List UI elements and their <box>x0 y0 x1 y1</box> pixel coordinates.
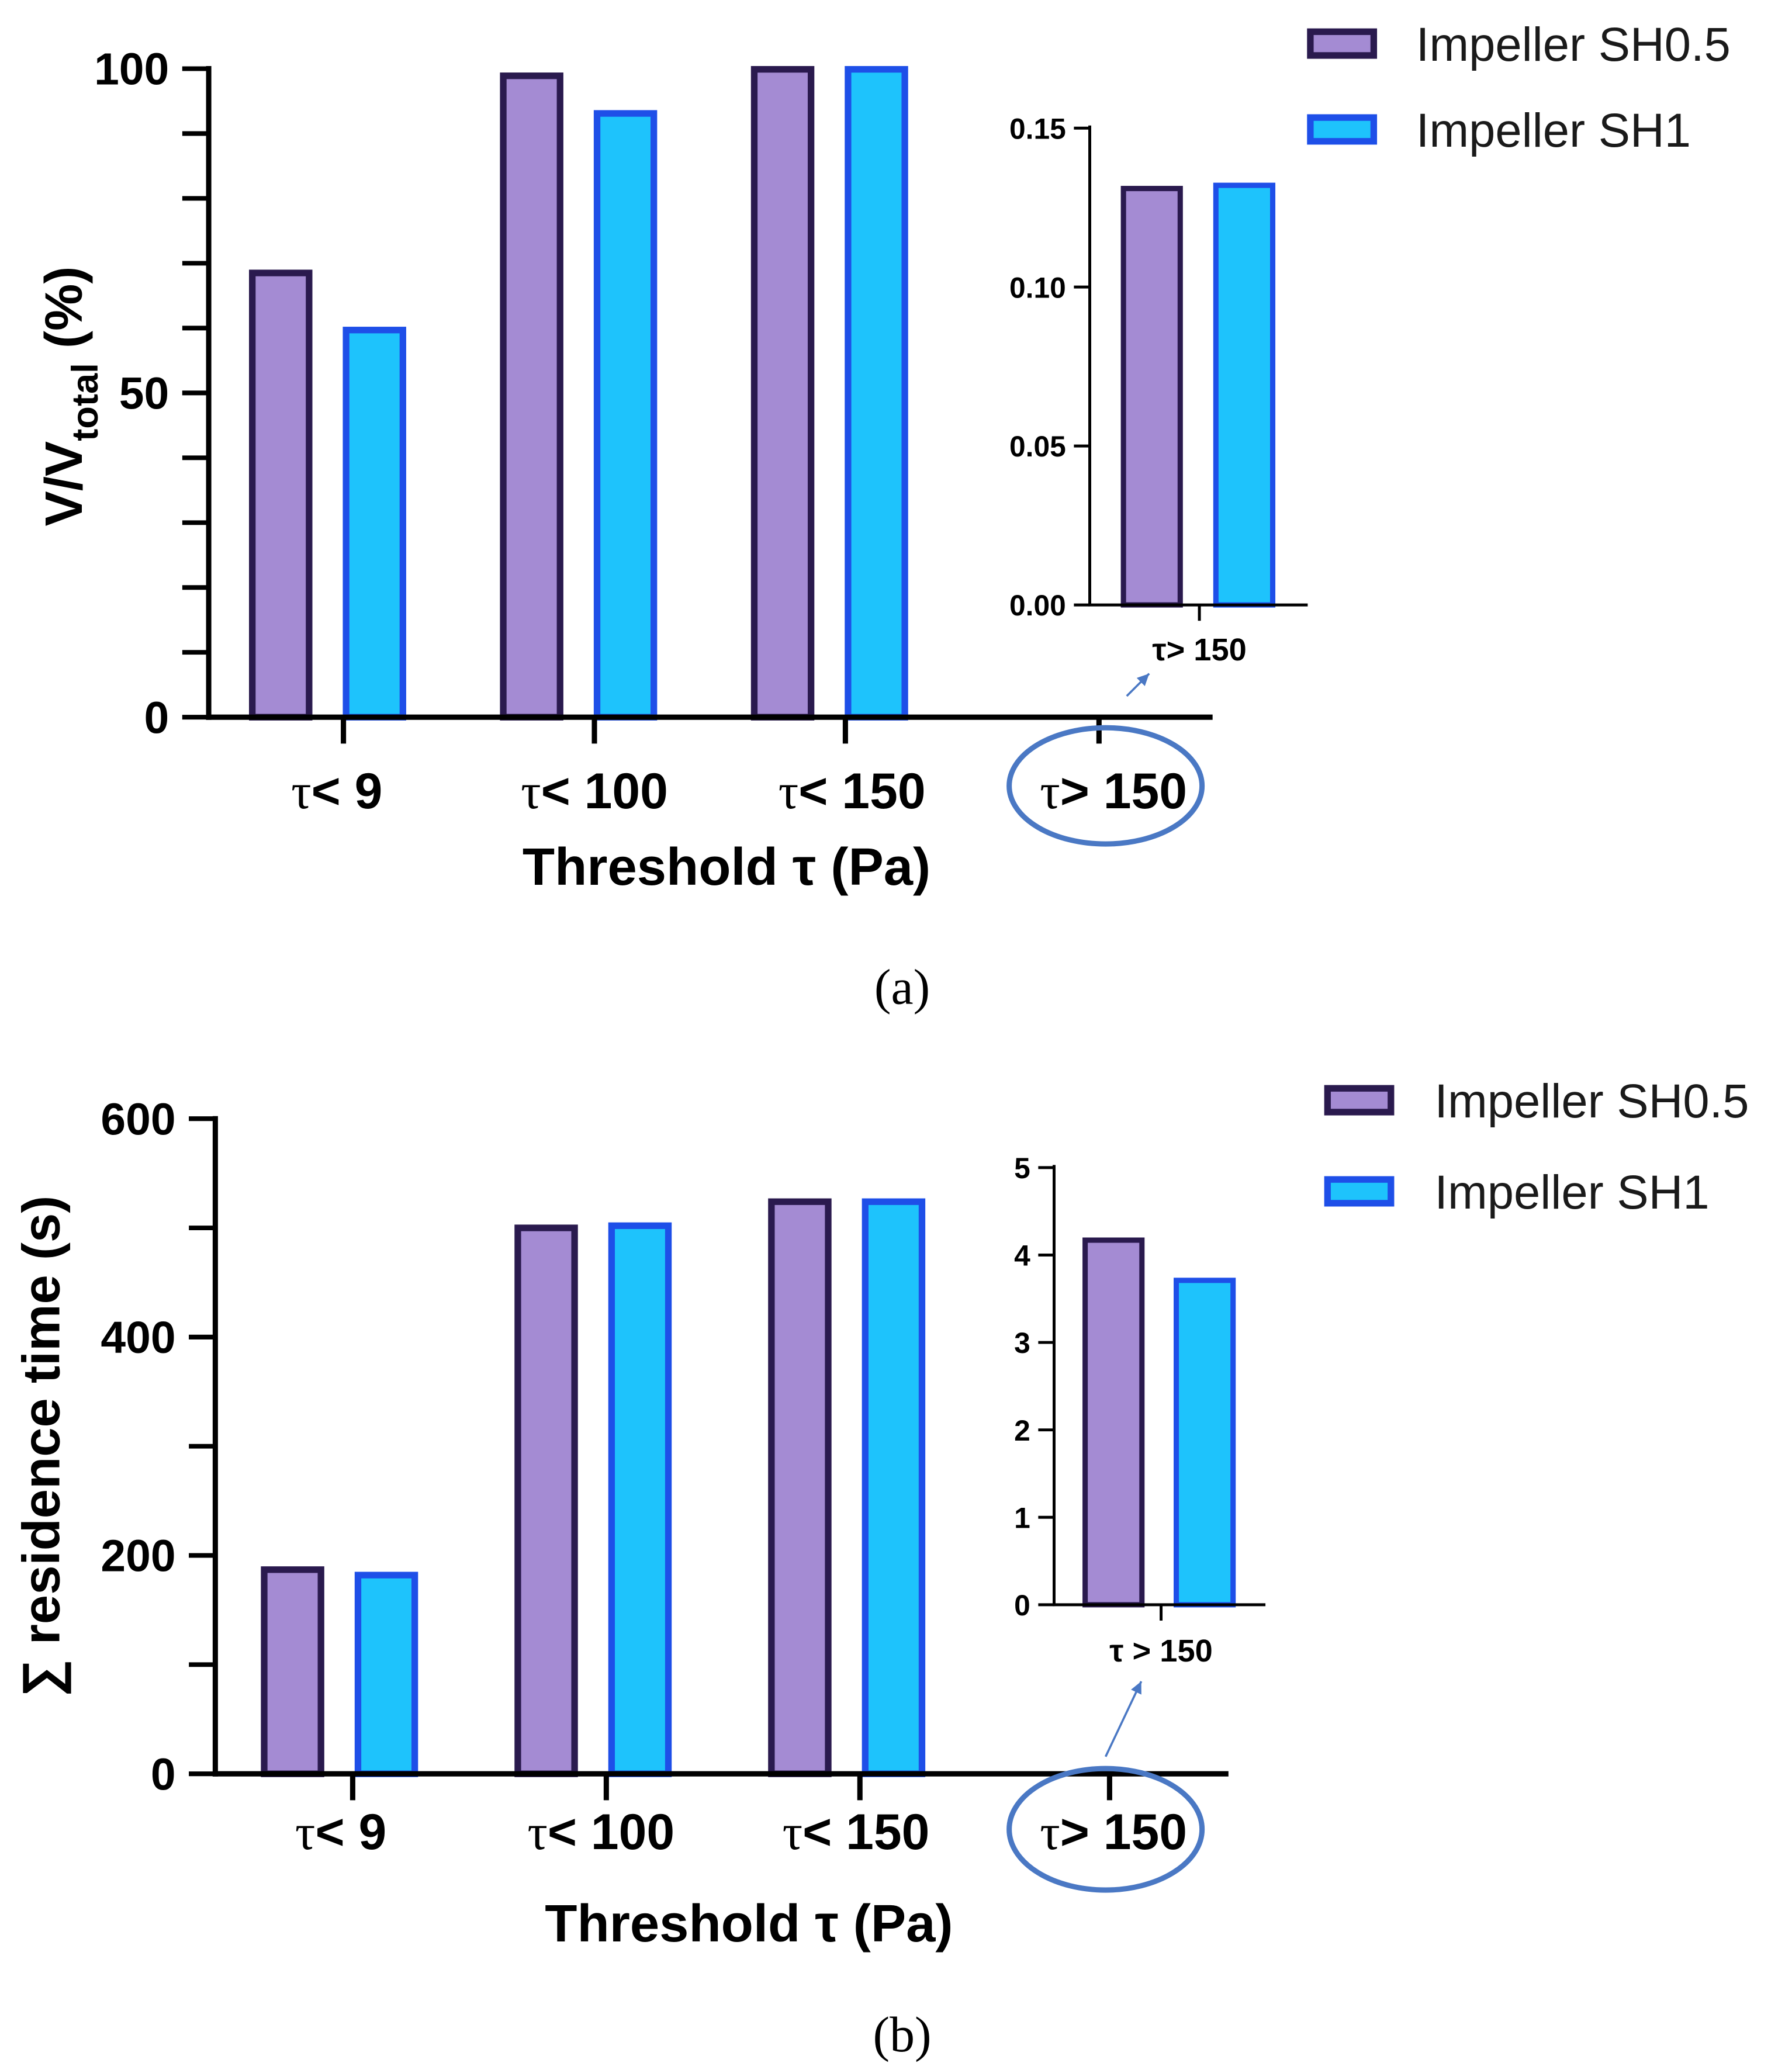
y-tick-label: 400 <box>101 1313 175 1363</box>
inset-chart: 0 1 2 3 4 5 τ > 150 <box>1014 1152 1266 1669</box>
chart-panel-b: 0 200 400 600 τ< 9 τ< 100 τ< 150 τ> 150 Threshol… <box>12 1075 1749 2062</box>
bar-sh1-cat0 <box>343 327 406 721</box>
highlight-arrow <box>1104 1681 1143 1757</box>
legend-swatch-sh05 <box>1307 28 1378 59</box>
y-tick-label: 0 <box>144 693 169 743</box>
y-tick-label: 50 <box>119 368 169 418</box>
y-tick-label: 600 <box>101 1094 175 1144</box>
bar-sh05-cat0 <box>261 1566 324 1777</box>
y-tick-label: 200 <box>101 1531 175 1581</box>
bar-sh1-cat2 <box>862 1198 926 1777</box>
inset-y-tick-label: 3 <box>1014 1327 1030 1359</box>
legend-swatch-sh1 <box>1324 1176 1395 1207</box>
x-tick-label: τ> 150 <box>1040 1804 1187 1860</box>
x-tick-label: τ< 9 <box>291 763 382 819</box>
x-tick-label: τ> 150 <box>1040 763 1187 819</box>
x-tick-label: τ< 150 <box>783 1804 930 1860</box>
bar-sh05-cat0 <box>249 269 313 721</box>
legend-label: Impeller SH1 <box>1434 1166 1709 1219</box>
inset-x-tick-label: τ > 150 <box>1109 1633 1213 1669</box>
inset-y-tick-label: 0.05 <box>1009 430 1066 463</box>
bar-sh05-cat1 <box>514 1224 578 1777</box>
inset-y-tick-label: 0.00 <box>1009 589 1066 622</box>
inset-bar-sh05 <box>1082 1237 1145 1608</box>
bar-sh1-cat0 <box>354 1572 418 1777</box>
bar-sh05-cat2 <box>750 65 815 721</box>
legend-swatch-sh05 <box>1324 1085 1395 1116</box>
x-axis-title: Threshold τ (Pa) <box>523 837 930 896</box>
inset-y-tick-label: 0.15 <box>1009 112 1066 145</box>
highlight-arrow-head <box>1136 673 1150 686</box>
inset-y-tick-label: 2 <box>1014 1414 1030 1447</box>
inset-y-tick-label: 4 <box>1014 1240 1030 1272</box>
inset-y-tick-label: 1 <box>1014 1501 1030 1534</box>
inset-x-tick-label: τ> 150 <box>1152 632 1246 667</box>
legend-label: Impeller SH1 <box>1416 104 1691 157</box>
highlight-arrow-head <box>1131 1681 1141 1695</box>
inset-bar-sh1 <box>1174 1278 1236 1608</box>
inset-y-tick-label: 5 <box>1014 1152 1030 1185</box>
bar-sh05-cat2 <box>768 1198 832 1777</box>
inset-bar-sh1 <box>1213 182 1276 608</box>
inset-y-tick-label: 0 <box>1014 1589 1030 1622</box>
legend-swatch-sh1 <box>1307 114 1378 145</box>
inset-bar-sh05 <box>1120 186 1183 608</box>
y-tick-label: 0 <box>151 1749 176 1799</box>
y-tick-label: 100 <box>94 44 169 95</box>
inset-chart: 0.00 0.05 0.10 0.15 τ> 150 <box>1009 112 1308 667</box>
x-axis-title: Threshold τ (Pa) <box>545 1894 953 1953</box>
y-axis-title: V/Vtotal (%) <box>34 266 106 527</box>
x-tick-label: τ< 100 <box>521 763 668 819</box>
x-tick-label: τ< 9 <box>295 1804 386 1860</box>
highlight-ellipse <box>1006 725 1205 847</box>
bar-sh1-cat1 <box>593 110 658 721</box>
x-tick-label: τ< 100 <box>527 1804 674 1860</box>
bar-sh1-cat1 <box>608 1222 672 1777</box>
bar-sh1-cat2 <box>845 65 908 721</box>
legend-label: Impeller SH0.5 <box>1434 1075 1749 1128</box>
inset-y-tick-label: 0.10 <box>1009 271 1066 304</box>
highlight-ellipse <box>1006 1766 1205 1893</box>
y-axis-title: ∑ residence time (s) <box>12 1196 72 1697</box>
panel-label: (b) <box>873 2006 932 2062</box>
x-tick-label: τ< 150 <box>779 763 926 819</box>
bar-sh05-cat1 <box>500 72 563 721</box>
legend-label: Impeller SH0.5 <box>1416 18 1731 71</box>
panel-label: (a) <box>874 959 930 1015</box>
chart-panel-a: 0 50 100 τ< 9 τ< 100 τ< 150 τ> 150 Threshold τ … <box>34 18 1731 1015</box>
